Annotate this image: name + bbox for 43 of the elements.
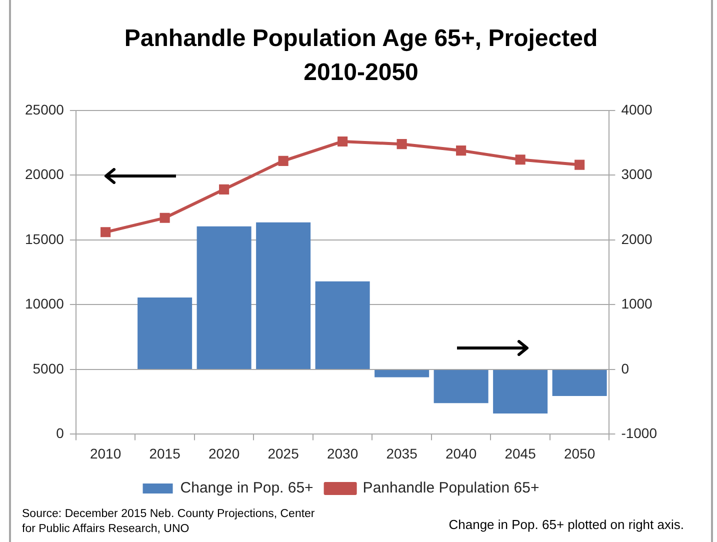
x-tick-label: 2025 <box>268 445 300 462</box>
point <box>219 184 230 194</box>
bar <box>374 370 430 378</box>
y2-tick-label: 4000 <box>621 101 653 118</box>
bar <box>434 370 488 404</box>
point <box>278 156 288 166</box>
bar <box>552 370 607 396</box>
y-tick-label: 5000 <box>32 360 64 376</box>
y2-tick-label: 3000 <box>621 166 653 182</box>
chart-title: Panhandle Population Age 65+, Projected 2010-2050 <box>123 24 599 88</box>
y-tick-label: 10000 <box>24 296 64 312</box>
x-tick-label: 2020 <box>208 445 240 462</box>
x-tick-label: 2015 <box>149 445 181 462</box>
y2-tick-label: 1000 <box>621 296 653 312</box>
y-tick-label: 0 <box>56 425 64 442</box>
bar <box>196 226 252 369</box>
y2-tick-label: 2000 <box>621 230 653 247</box>
x-tick-label: 2040 <box>445 445 477 462</box>
point <box>338 136 348 147</box>
source-note: Source: December 2015 Neb. County Projections, Center for Public Affairs Research, UNO <box>22 507 316 537</box>
bar <box>256 222 311 369</box>
y2-tick-label: 0 <box>621 360 630 376</box>
legend-label: Change in Pop. 65+ <box>180 480 314 497</box>
point <box>100 227 111 238</box>
x-tick-label: 2045 <box>504 445 536 462</box>
point <box>396 139 407 150</box>
legend-label: Panhandle Population 65+ <box>362 480 540 497</box>
x-tick-label: 2010 <box>90 445 122 462</box>
point <box>574 160 585 170</box>
bar <box>493 370 548 414</box>
bar <box>315 281 370 369</box>
y-tick-label: 15000 <box>24 230 64 247</box>
x-tick-label: 2050 <box>564 445 596 462</box>
y2-tick-label: -1000 <box>621 425 658 442</box>
text: Change in Pop. 65+ plotted on right axis. <box>448 517 684 533</box>
x-tick-label: 2035 <box>386 445 418 462</box>
point <box>160 212 170 223</box>
y-tick-label: 20000 <box>24 166 64 182</box>
bar <box>138 298 192 369</box>
point <box>515 154 526 165</box>
x-tick-label: 2030 <box>326 445 358 462</box>
point <box>456 146 466 156</box>
y-tick-label: 25000 <box>24 101 64 118</box>
